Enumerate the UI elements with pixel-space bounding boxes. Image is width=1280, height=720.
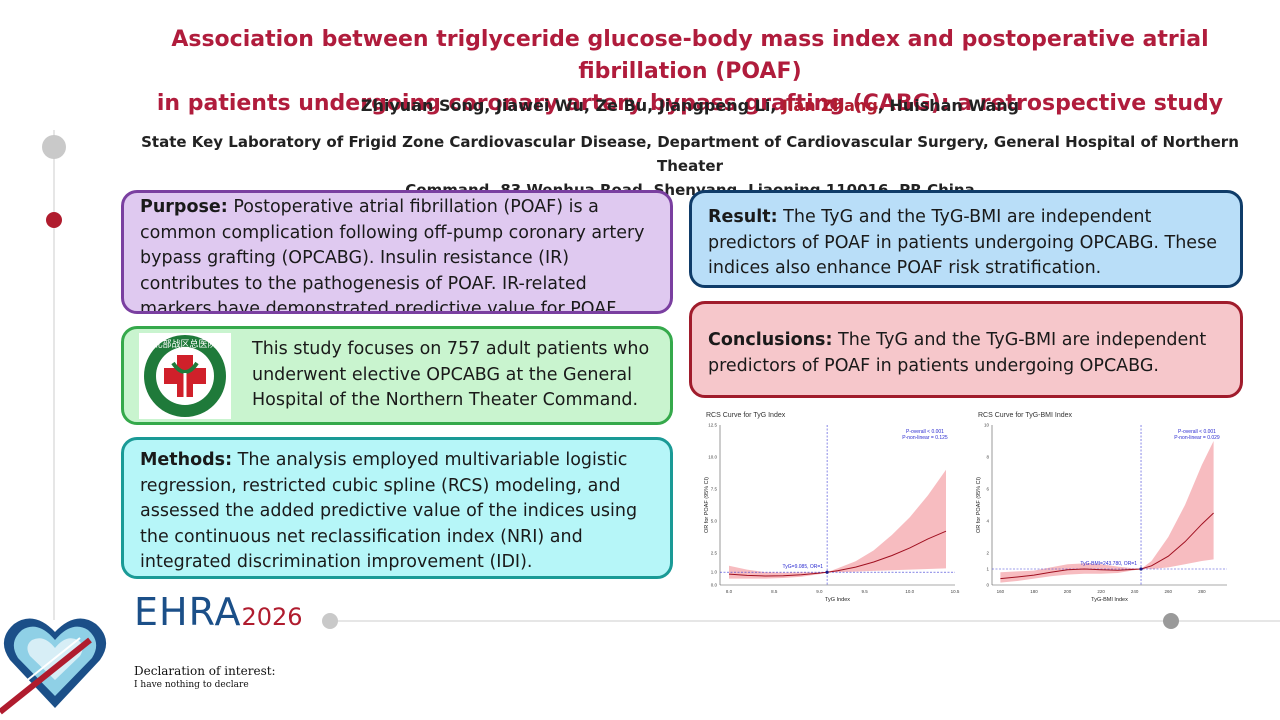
y-tick-label: 0 bbox=[986, 583, 989, 588]
x-tick-label: 240 bbox=[1131, 589, 1139, 594]
y-axis-label: OR for POAF (95% CI) bbox=[976, 477, 982, 533]
reference-point bbox=[825, 570, 829, 574]
x-tick-label: 8.0 bbox=[726, 589, 733, 594]
chart-title: RCS Curve for TyG-BMI Index bbox=[978, 412, 1073, 419]
declaration-text: I have nothing to declare bbox=[134, 680, 249, 690]
conclusions-label: Conclusions: bbox=[708, 330, 833, 350]
timeline-dot-dark-grey bbox=[1163, 613, 1179, 629]
reference-point bbox=[1139, 567, 1143, 571]
purpose-text: Postoperative atrial fibrillation (POAF)… bbox=[140, 197, 645, 314]
poster-title-line-1: Association between triglyceride glucose… bbox=[171, 27, 1209, 84]
ehra-logo: EHRA2026 bbox=[134, 590, 303, 634]
authors-before: Zhiyuan Song, Jiawei Wu, Ze Bu, Jiangpen… bbox=[360, 96, 777, 115]
x-tick-label: 8.5 bbox=[771, 589, 778, 594]
poster-title: Association between triglyceride glucose… bbox=[130, 24, 1250, 120]
x-tick-label: 220 bbox=[1097, 589, 1105, 594]
y-tick-label: 4 bbox=[986, 519, 989, 524]
authors-after: , Huishan Wang bbox=[877, 96, 1020, 115]
methods-label: Methods: bbox=[140, 450, 233, 470]
timeline-dot-grey bbox=[322, 613, 338, 629]
methods-box: Methods: The analysis employed multivari… bbox=[121, 437, 673, 579]
result-label: Result: bbox=[708, 207, 778, 227]
x-tick-label: 10.0 bbox=[905, 589, 914, 594]
rcs-chart-tyg-bmi: RCS Curve for TyG-BMI Index 0 1 2 4 6 8 10 160 18… bbox=[976, 412, 1227, 603]
logo-ring-text: 北部战区总医院 bbox=[153, 338, 216, 350]
y-tick-label: 6 bbox=[986, 487, 989, 492]
y-tick-label: 10 bbox=[984, 423, 990, 428]
y-tick-label: 8 bbox=[986, 455, 989, 460]
affiliation-line-1: State Key Laboratory of Frigid Zone Card… bbox=[141, 133, 1239, 175]
study-text: This study focuses on 757 adult patients… bbox=[252, 339, 650, 411]
result-text: The TyG and the TyG-BMI are independent … bbox=[708, 207, 1217, 278]
x-tick-label: 9.0 bbox=[816, 589, 823, 594]
presenting-author: Jian Zhang bbox=[781, 96, 878, 115]
poster-title-line-2: in patients undergoing coronary artery b… bbox=[156, 91, 1224, 116]
ehra-year: 2026 bbox=[241, 603, 303, 631]
timeline-dot-grey bbox=[42, 135, 66, 159]
x-tick-label: 9.5 bbox=[861, 589, 868, 594]
y-tick-label: 1 bbox=[986, 567, 989, 572]
x-axis-label: TyG Index bbox=[825, 597, 850, 603]
reference-point-label: TyG-BMI=243.780, OR=1 bbox=[1080, 561, 1137, 567]
x-axis-label: TyG-BMI Index bbox=[1091, 597, 1128, 603]
ehra-text: EHRA bbox=[134, 590, 242, 634]
confidence-band bbox=[729, 469, 946, 579]
reference-point-label: TyG=9.085, OR=1 bbox=[783, 564, 824, 570]
p-overall-annotation: P-overall < 0.001 bbox=[1178, 429, 1216, 435]
x-tick-label: 180 bbox=[1030, 589, 1038, 594]
y-tick-label: 0.0 bbox=[711, 583, 718, 588]
y-tick-label: 5.0 bbox=[711, 519, 718, 524]
author-list: Zhiyuan Song, Jiawei Wu, Ze Bu, Jiangpen… bbox=[130, 96, 1250, 115]
y-tick-label: 1.0 bbox=[711, 570, 718, 575]
result-box: Result: The TyG and the TyG-BMI are inde… bbox=[689, 190, 1243, 288]
p-nonlinear-annotation: P-non-linear = 0.125 bbox=[902, 435, 948, 441]
y-tick-label: 7.5 bbox=[711, 487, 718, 492]
p-overall-annotation: P-overall < 0.001 bbox=[906, 429, 944, 435]
conclusions-box: Conclusions: The TyG and the TyG-BMI are… bbox=[689, 301, 1243, 398]
x-tick-label: 160 bbox=[997, 589, 1005, 594]
rcs-chart-tyg: RCS Curve for TyG Index 0.0 1.0 2.5 5.0 7.5 10… bbox=[704, 412, 960, 603]
timeline-horizontal-line bbox=[330, 620, 1280, 622]
rcs-curve-line bbox=[728, 530, 947, 577]
heart-logo-icon bbox=[0, 618, 107, 715]
methods-text: The analysis employed multivariable logi… bbox=[140, 450, 638, 572]
x-tick-label: 260 bbox=[1164, 589, 1172, 594]
x-tick-label: 280 bbox=[1198, 589, 1206, 594]
declaration-title: Declaration of interest: bbox=[134, 664, 276, 678]
y-axis-label: OR for POAF (95% CI) bbox=[704, 477, 710, 533]
timeline-dot-red bbox=[46, 212, 62, 228]
y-tick-label: 2.5 bbox=[711, 551, 718, 556]
purpose-label: Purpose: bbox=[140, 197, 228, 217]
timeline-vertical-line bbox=[53, 130, 55, 620]
y-tick-label: 12.5 bbox=[708, 423, 717, 428]
conclusions-text: The TyG and the TyG-BMI are independent … bbox=[708, 330, 1207, 376]
y-tick-label: 2 bbox=[986, 551, 989, 556]
rcs-curve-line bbox=[1000, 512, 1214, 580]
y-tick-label: 10.0 bbox=[708, 455, 717, 460]
p-nonlinear-annotation: P-non-linear = 0.029 bbox=[1174, 435, 1220, 441]
hospital-cross-emblem-icon: 北部战区总医院 bbox=[139, 333, 231, 419]
purpose-box: Purpose: Postoperative atrial fibrillati… bbox=[121, 190, 673, 314]
x-tick-label: 10.5 bbox=[951, 589, 960, 594]
x-tick-label: 200 bbox=[1064, 589, 1072, 594]
chart-title: RCS Curve for TyG Index bbox=[706, 412, 786, 419]
